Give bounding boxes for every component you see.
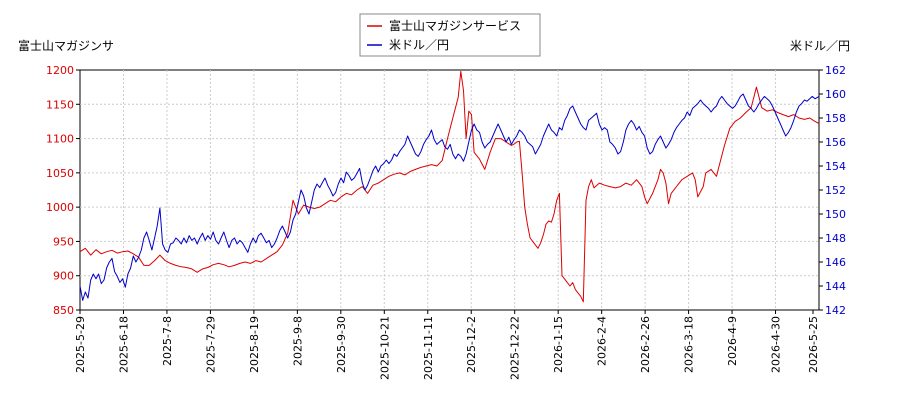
series-line-usdjpy — [79, 93, 820, 301]
legend-label-stock: 富士山マガジンサービス — [389, 18, 521, 33]
right-tick-label: 146 — [825, 256, 846, 269]
left-axis-ticks: 850 900 950 1000 1050 1100 1150 1200 — [46, 64, 80, 317]
x-tick-label: 2025-10-21 — [378, 316, 391, 380]
grid — [80, 70, 819, 310]
left-tick-label: 1100 — [46, 133, 74, 146]
legend-label-usdjpy: 米ドル／円 — [389, 38, 449, 52]
x-tick-label: 2025-7-8 — [161, 316, 174, 366]
x-tick-label: 2026-3-18 — [683, 316, 696, 373]
left-axis-title: 富士山マガジンサ — [18, 38, 114, 53]
right-tick-label: 144 — [825, 280, 846, 293]
right-tick-label: 158 — [825, 112, 846, 125]
right-tick-label: 154 — [825, 160, 846, 173]
x-tick-label: 2026-4-9 — [726, 316, 739, 366]
right-axis-ticks: 142 144 146 148 150 152 154 156 158 160 162 — [819, 64, 846, 317]
x-tick-label: 2026-4-30 — [770, 316, 783, 373]
right-axis-title: 米ドル／円 — [790, 39, 850, 53]
right-tick-label: 148 — [825, 232, 846, 245]
left-tick-label: 1050 — [46, 167, 74, 180]
x-tick-label: 2025-9-30 — [335, 316, 348, 373]
right-tick-label: 156 — [825, 136, 846, 149]
plot-area — [79, 69, 820, 311]
x-tick-label: 2026-5-25 — [807, 316, 820, 373]
x-tick-label: 2025-7-29 — [204, 316, 217, 373]
x-tick-label: 2025-9-8 — [291, 316, 304, 366]
legend-box — [359, 13, 541, 57]
x-tick-label: 2025-8-19 — [248, 316, 261, 373]
left-tick-label: 850 — [53, 304, 74, 317]
x-tick-label: 2025-5-29 — [74, 316, 87, 373]
left-tick-label: 1150 — [46, 98, 74, 111]
left-tick-label: 1200 — [46, 64, 74, 77]
right-tick-label: 160 — [825, 88, 846, 101]
right-tick-label: 150 — [825, 208, 846, 221]
right-tick-label: 142 — [825, 304, 846, 317]
x-tick-label: 2025-12-2 — [465, 316, 478, 373]
x-axis-ticks: 2025-5-29 2025-6-18 2025-7-8 2025-7-29 2025-… — [74, 310, 820, 380]
x-tick-label: 2026-1-15 — [552, 316, 565, 373]
left-tick-label: 900 — [53, 270, 74, 283]
right-tick-label: 162 — [825, 64, 846, 77]
right-tick-label: 152 — [825, 184, 846, 197]
series-line-stock — [79, 70, 820, 303]
x-tick-label: 2025-6-18 — [117, 316, 130, 373]
x-tick-label: 2026-2-4 — [596, 316, 609, 366]
left-tick-label: 1000 — [46, 201, 74, 214]
legend: 富士山マガジンサービス 米ドル／円 — [359, 13, 541, 57]
series-layer — [79, 70, 820, 303]
x-tick-label: 2026-2-26 — [639, 316, 652, 373]
left-tick-label: 950 — [53, 235, 74, 248]
x-tick-label: 2025-12-22 — [509, 316, 522, 380]
x-tick-label: 2025-11-11 — [422, 316, 435, 380]
